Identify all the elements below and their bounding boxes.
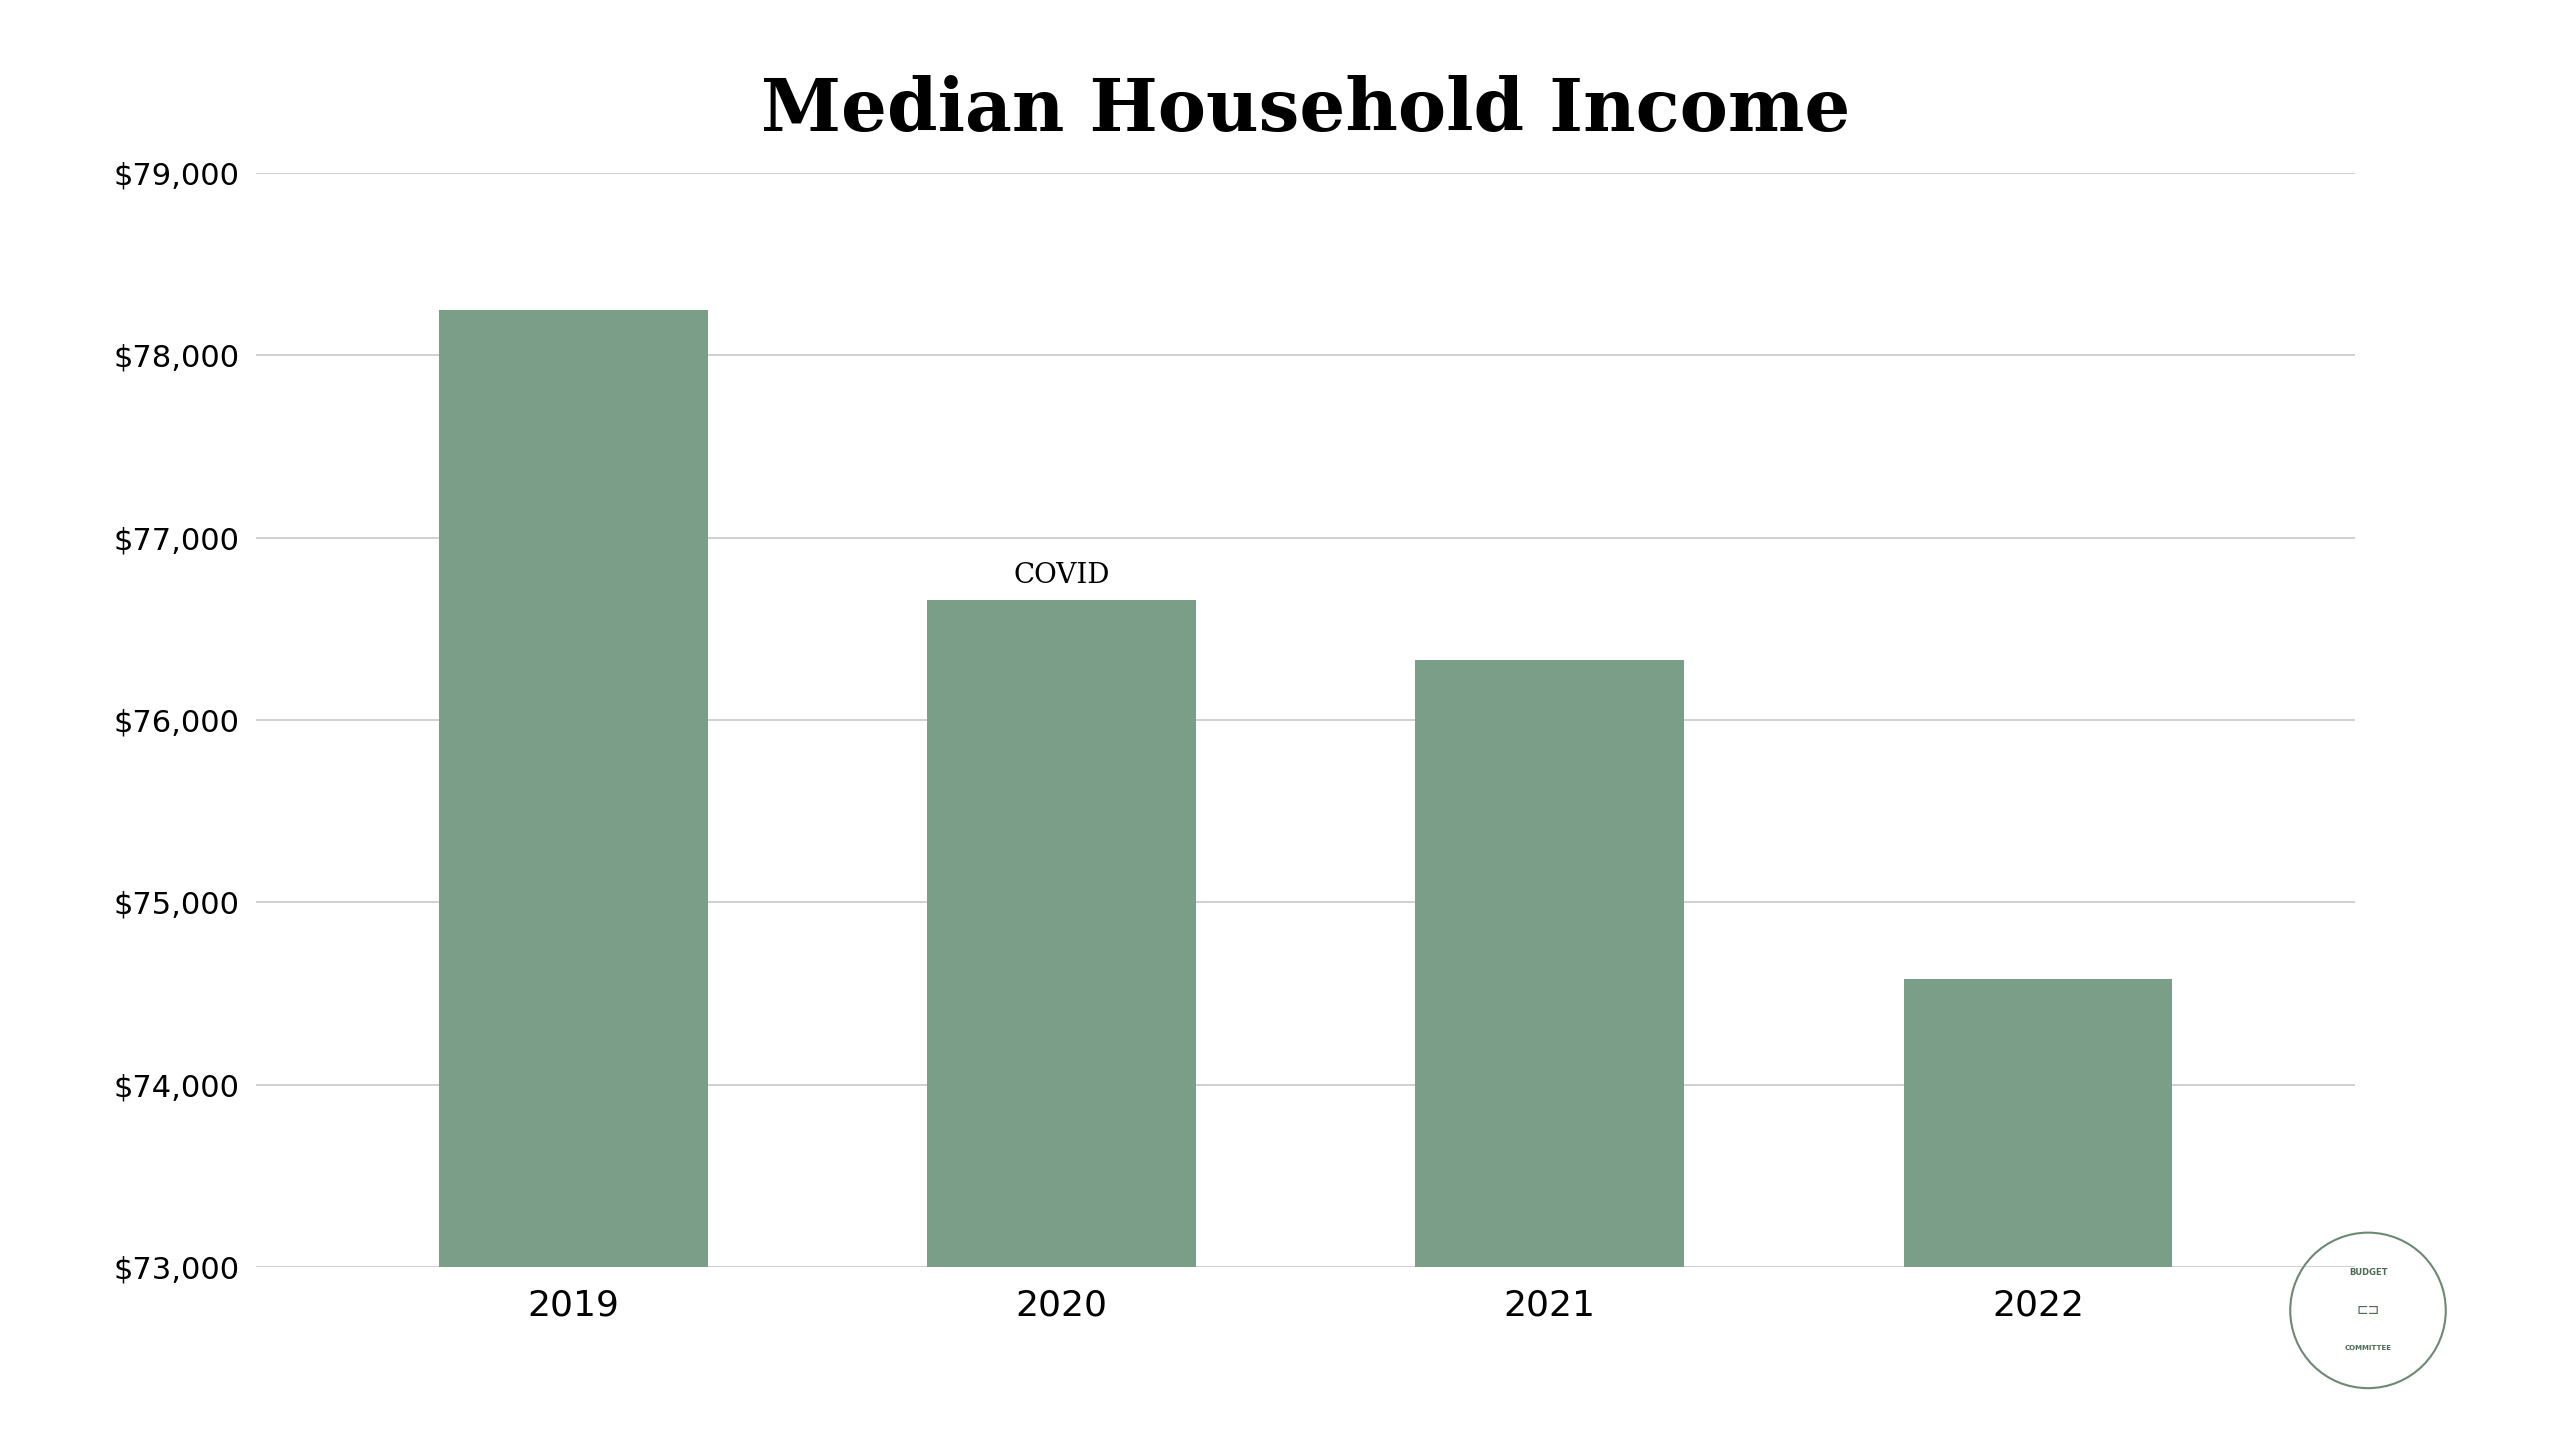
- Text: BUDGET: BUDGET: [2348, 1267, 2388, 1277]
- Text: ⊏⊐: ⊏⊐: [2355, 1303, 2381, 1318]
- Bar: [1905, 979, 2171, 1440]
- Title: Median Household Income: Median Household Income: [760, 75, 1851, 145]
- Text: COMMITTEE: COMMITTEE: [2345, 1345, 2391, 1351]
- Bar: [440, 310, 707, 1440]
- Text: COVID: COVID: [1014, 562, 1108, 589]
- Bar: [927, 599, 1196, 1440]
- Bar: [1416, 660, 1684, 1440]
